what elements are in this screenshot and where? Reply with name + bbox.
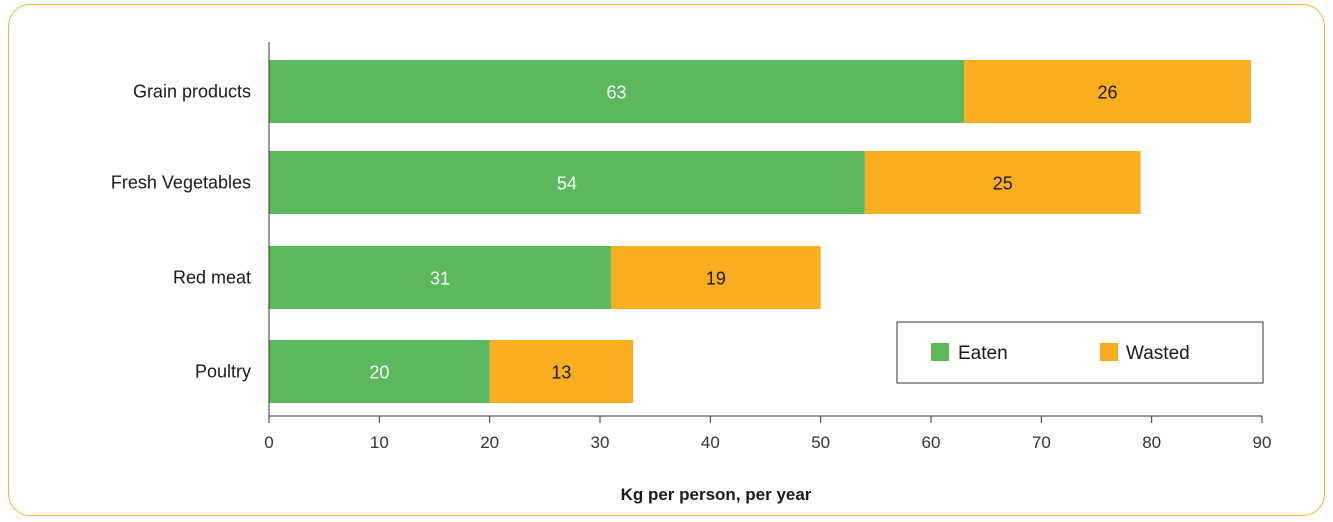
x-tick-label: 40 xyxy=(701,433,720,452)
data-label: 25 xyxy=(993,174,1013,194)
x-tick-label: 50 xyxy=(811,433,830,452)
data-label: 26 xyxy=(1098,83,1118,103)
bar-segment-wasted xyxy=(964,60,1251,123)
axes-layer: Grain products Fresh Vegetables Red meat Po… xyxy=(111,42,1272,452)
data-label: 13 xyxy=(551,363,571,383)
bar-segment-eaten xyxy=(269,151,865,214)
x-tick-label: 80 xyxy=(1142,433,1161,452)
x-tick-label: 0 xyxy=(264,433,273,452)
legend-box xyxy=(896,321,1264,384)
legend-swatch-wasted xyxy=(1100,343,1118,361)
x-tick-label: 20 xyxy=(480,433,499,452)
data-label: 20 xyxy=(369,363,389,383)
x-tick-label: 90 xyxy=(1253,433,1272,452)
data-label: 31 xyxy=(430,269,450,289)
legend: Eaten Wasted xyxy=(896,321,1264,384)
bar-segment-eaten xyxy=(269,246,612,309)
legend-swatch-eaten xyxy=(931,343,949,361)
x-tick-label: 60 xyxy=(922,433,941,452)
legend-label-wasted: Wasted xyxy=(1126,343,1190,364)
category-label: Grain products xyxy=(133,82,251,102)
category-label: Fresh Vegetables xyxy=(111,173,251,193)
bar-segment-eaten xyxy=(269,60,965,123)
data-label: 54 xyxy=(557,174,577,194)
data-label: 19 xyxy=(706,269,726,289)
bar-segment-wasted xyxy=(864,151,1141,214)
category-label: Red meat xyxy=(173,268,251,288)
bar-segment-eaten xyxy=(269,340,490,403)
bar-segment-wasted xyxy=(489,340,634,403)
legend-label-eaten: Eaten xyxy=(958,343,1008,364)
bar-segment-wasted xyxy=(611,246,821,309)
x-tick-label: 30 xyxy=(591,433,610,452)
x-tick-label: 70 xyxy=(1032,433,1051,452)
x-tick-label: 10 xyxy=(370,433,389,452)
category-label: Poultry xyxy=(195,362,251,382)
bars-layer: 63 26 54 25 31 19 20 13 xyxy=(269,60,1251,403)
data-label: 63 xyxy=(607,83,627,103)
x-axis-title: Kg per person, per year xyxy=(621,485,812,504)
